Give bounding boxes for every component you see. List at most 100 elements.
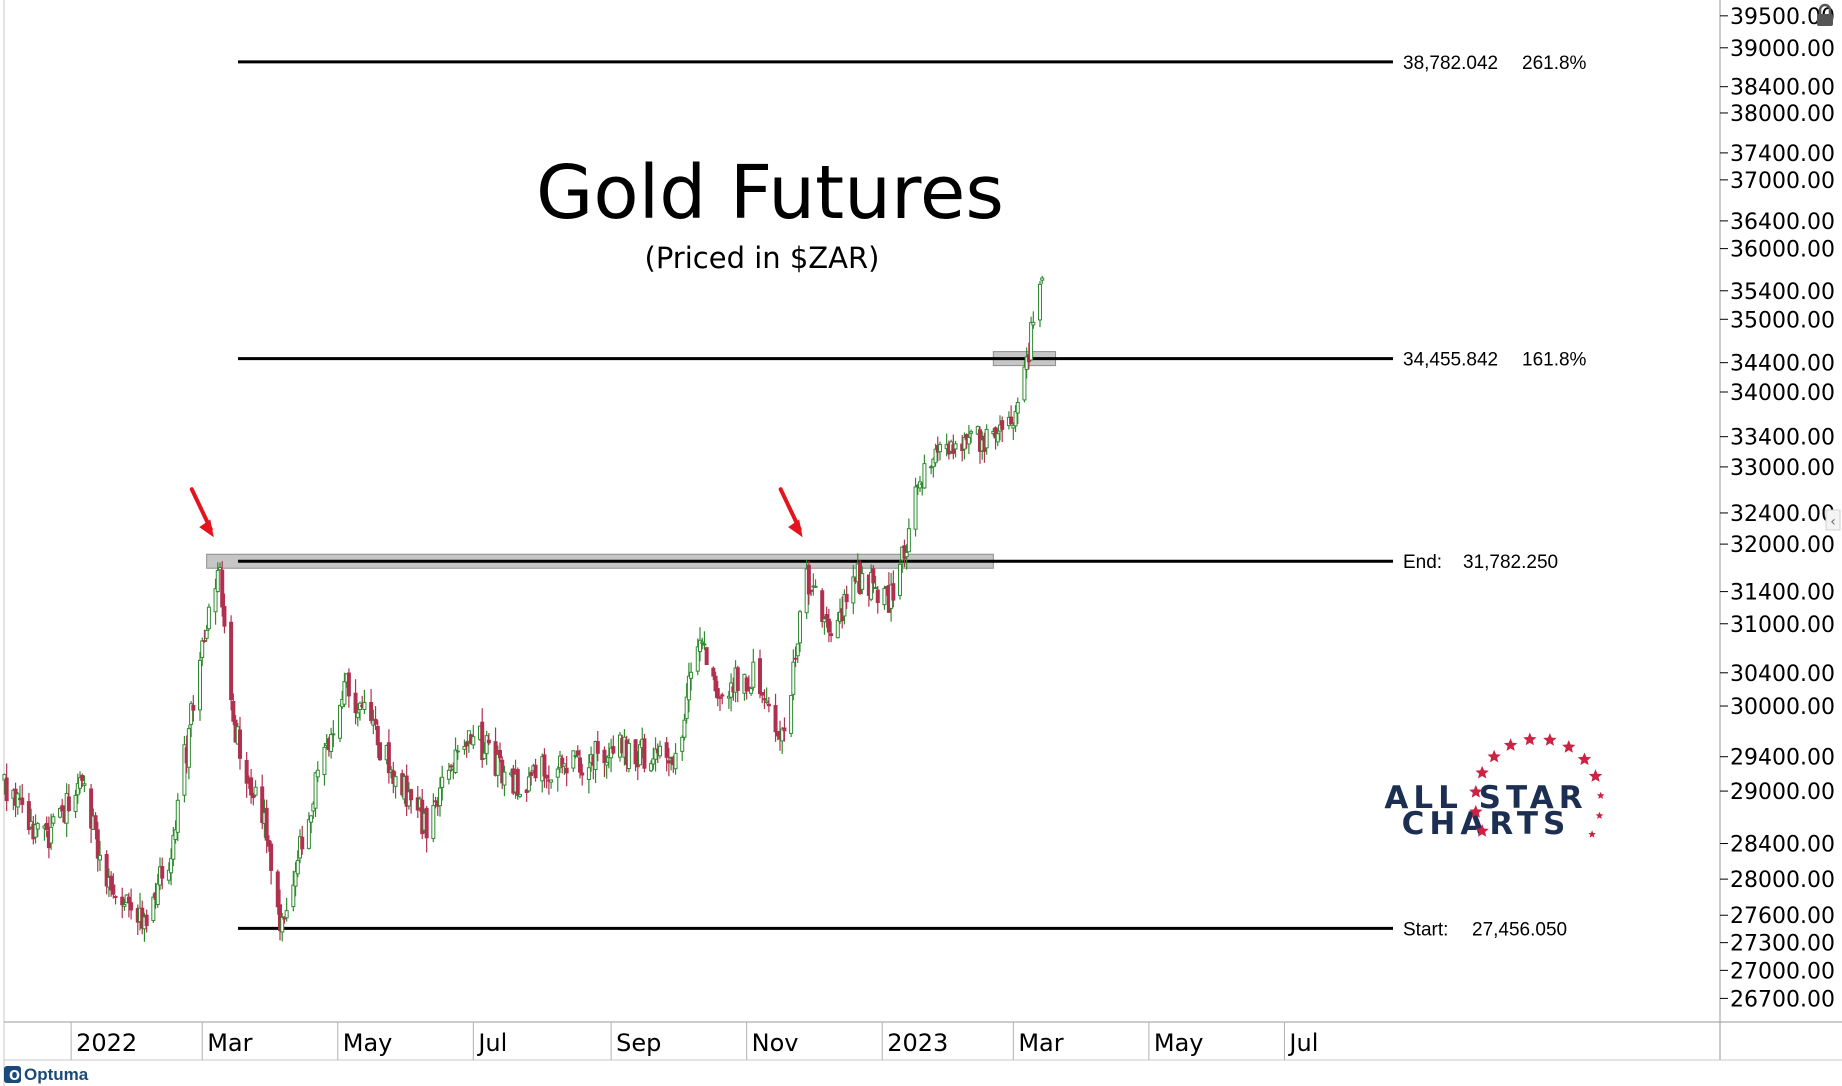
price-tick-label: 27600.00 — [1730, 904, 1835, 929]
chevron-left-icon[interactable]: ‹ — [1825, 509, 1841, 531]
price-tick-label: 29400.00 — [1730, 746, 1835, 771]
candle — [33, 814, 38, 844]
candle — [93, 812, 98, 840]
time-tick-label: 2022 — [76, 1029, 137, 1057]
candle — [269, 840, 274, 885]
candle — [555, 766, 560, 792]
time-tick-label: 2023 — [887, 1029, 948, 1057]
candle — [202, 629, 207, 643]
candle — [144, 909, 149, 933]
candle — [111, 873, 116, 899]
candle — [322, 742, 327, 786]
candle — [264, 799, 269, 854]
candle — [1029, 316, 1034, 361]
candle — [393, 771, 398, 799]
candle — [500, 756, 505, 790]
candle — [222, 593, 227, 634]
candle — [471, 725, 476, 750]
price-tick-label: 39000.00 — [1730, 37, 1835, 62]
candle — [1015, 397, 1020, 425]
candle — [602, 746, 607, 778]
candle — [440, 765, 445, 801]
candle — [542, 748, 547, 788]
price-tick-label: 30000.00 — [1730, 695, 1835, 720]
candle — [200, 637, 205, 667]
candle — [593, 740, 598, 784]
candle — [166, 862, 171, 885]
candle — [869, 564, 874, 602]
candle — [773, 693, 778, 742]
star-icon — [1596, 791, 1605, 799]
price-tick-label: 31000.00 — [1730, 613, 1835, 638]
candle — [197, 652, 202, 721]
candle — [160, 857, 165, 890]
candle — [1013, 405, 1018, 433]
candle — [291, 870, 296, 912]
fib-level-pct: 161.8% — [1522, 350, 1587, 371]
candle — [80, 773, 85, 788]
candle — [749, 687, 754, 696]
candle — [1011, 422, 1016, 440]
candle — [666, 747, 671, 777]
candle — [824, 606, 829, 628]
candle — [715, 680, 720, 707]
candle — [760, 691, 765, 704]
candle — [89, 783, 94, 844]
candle — [217, 562, 222, 571]
candle — [424, 805, 429, 853]
price-tick-label: 33400.00 — [1730, 426, 1835, 451]
candle — [835, 612, 840, 639]
candle — [937, 441, 942, 461]
candle — [82, 775, 87, 793]
fib-level-label: Start: — [1403, 919, 1448, 940]
candle — [353, 679, 358, 725]
price-tick-label: 31400.00 — [1730, 581, 1835, 606]
candle — [762, 689, 767, 709]
candle — [697, 627, 702, 662]
candle — [820, 588, 825, 628]
candle — [49, 813, 54, 850]
fib-level-value: 34,455.842 — [1403, 350, 1498, 371]
optuma-icon — [4, 1066, 21, 1083]
lock-icon[interactable] — [1817, 3, 1833, 26]
candle — [453, 737, 458, 775]
candle — [66, 784, 71, 813]
brand-line1: ALL STAR — [1384, 780, 1587, 816]
candle — [873, 575, 878, 590]
candle — [75, 773, 80, 804]
candle — [604, 756, 609, 779]
candle — [155, 873, 160, 908]
candle — [215, 562, 220, 593]
candle — [766, 696, 771, 713]
candle — [35, 821, 40, 837]
candle — [564, 756, 569, 787]
candle — [95, 821, 100, 872]
candle — [711, 666, 716, 681]
candle — [329, 727, 334, 759]
price-tick-label: 29000.00 — [1730, 780, 1835, 805]
candle — [757, 649, 762, 699]
price-tick-label: 35000.00 — [1730, 308, 1835, 333]
signal-arrows — [189, 487, 803, 538]
candle — [237, 716, 242, 770]
candle — [969, 429, 974, 444]
price-tick-label: 37000.00 — [1730, 169, 1835, 194]
candle — [369, 689, 374, 724]
price-tick-label: 32400.00 — [1730, 502, 1835, 527]
candle — [891, 570, 896, 608]
candle — [249, 768, 254, 804]
price-tick-label: 28400.00 — [1730, 833, 1835, 858]
candle — [751, 648, 756, 691]
candle — [933, 443, 938, 467]
candle — [486, 733, 491, 746]
candle — [60, 798, 65, 812]
fib-level-value: 27,456.050 — [1472, 919, 1567, 940]
fib-level-value: 38,782.042 — [1403, 53, 1498, 74]
price-axis: 39500.0039000.0038400.0038000.0037400.00… — [1720, 5, 1835, 1012]
candle — [482, 742, 487, 760]
fib-levels: 38,782.042 261.8% 34,455.842 161.8% End: 31,7… — [238, 53, 1587, 940]
candle — [251, 792, 256, 806]
optuma-logo: O Optuma — [4, 1065, 89, 1084]
candle — [809, 589, 814, 597]
